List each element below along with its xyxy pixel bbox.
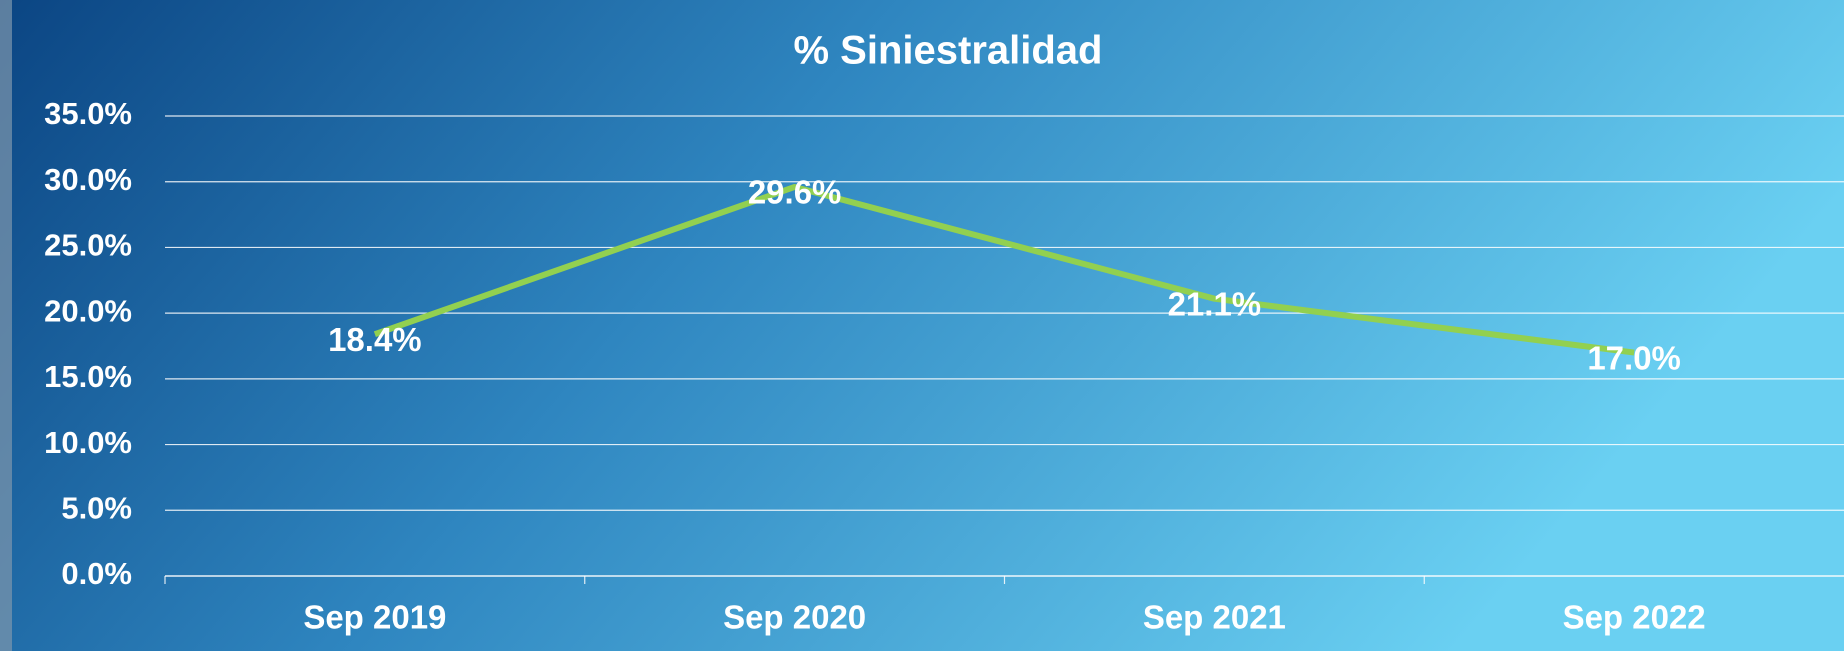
y-tick-label: 30.0% xyxy=(44,162,132,197)
data-label: 21.1% xyxy=(1168,285,1262,322)
data-label: 29.6% xyxy=(748,174,842,211)
x-tick-label: Sep 2021 xyxy=(1143,599,1286,636)
data-label: 17.0% xyxy=(1587,339,1681,376)
x-tick-label: Sep 2019 xyxy=(303,599,446,636)
line xyxy=(373,183,1635,356)
x-tick-label: Sep 2022 xyxy=(1563,599,1706,636)
y-tick-label: 10.0% xyxy=(44,425,132,460)
y-tick-label: 15.0% xyxy=(44,359,132,394)
x-tick-label: Sep 2020 xyxy=(723,599,866,636)
data-label: 18.4% xyxy=(328,321,422,358)
y-tick-label: 20.0% xyxy=(44,293,132,328)
y-tick-label: 25.0% xyxy=(44,228,132,263)
y-tick-label: 5.0% xyxy=(61,490,132,525)
y-tick-label: 35.0% xyxy=(44,96,132,131)
y-tick-label: 0.0% xyxy=(61,556,132,591)
chart-title: % Siniestralidad xyxy=(794,29,1103,73)
left-edge xyxy=(0,0,12,651)
